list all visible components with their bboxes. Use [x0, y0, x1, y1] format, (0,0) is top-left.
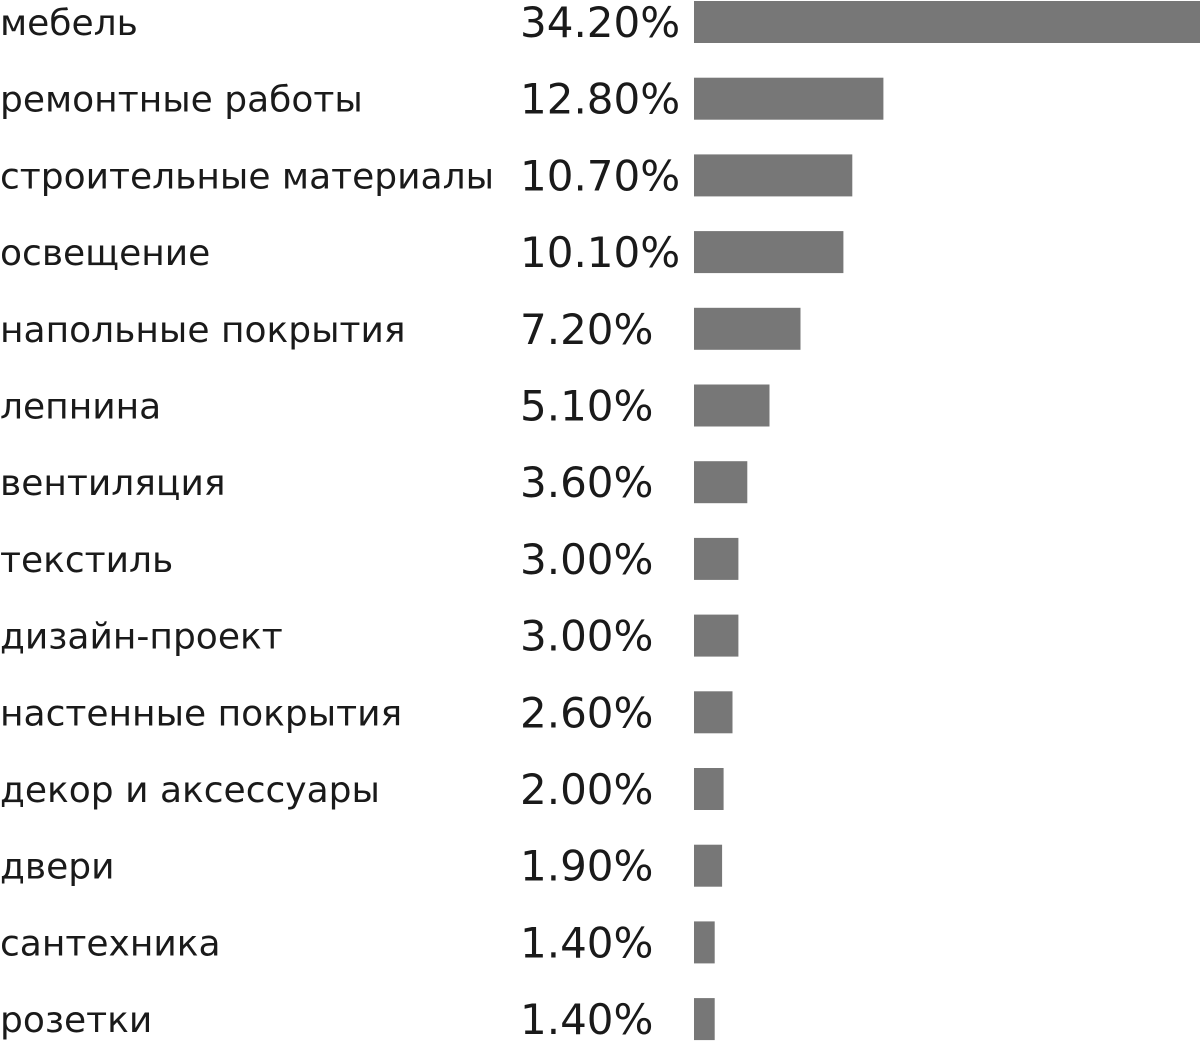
bar	[694, 307, 801, 350]
value-label: 10.10%	[520, 228, 680, 277]
category-label: дизайн-проект	[0, 617, 283, 658]
bar	[694, 844, 723, 887]
category-label: вентиляция	[0, 463, 226, 504]
bar	[694, 998, 715, 1041]
category-label: напольные покрытия	[0, 310, 406, 351]
value-label: 2.60%	[520, 688, 653, 737]
bar	[694, 614, 739, 657]
category-label: мебель	[0, 3, 138, 44]
bar	[694, 537, 739, 580]
category-label: текстиль	[0, 540, 173, 581]
bar	[694, 768, 724, 810]
value-label: 3.00%	[520, 612, 653, 661]
value-label: 12.80%	[520, 75, 680, 124]
value-label: 3.00%	[520, 535, 653, 584]
category-label: декор и аксессуары	[0, 770, 380, 811]
value-label: 10.70%	[520, 151, 680, 200]
bar	[694, 154, 853, 197]
bar	[694, 384, 770, 427]
bar	[694, 921, 715, 964]
category-label: освещение	[0, 233, 210, 274]
bar	[694, 691, 733, 734]
value-label: 7.20%	[520, 305, 653, 354]
value-label: 1.40%	[520, 995, 653, 1044]
value-label: 3.60%	[520, 458, 653, 507]
bar	[694, 461, 748, 504]
category-label: двери	[0, 847, 115, 888]
category-label: строительные материалы	[0, 156, 494, 197]
bar	[694, 231, 844, 274]
bar	[694, 1, 1200, 43]
value-label: 1.90%	[520, 842, 653, 891]
value-label: 2.00%	[520, 765, 653, 814]
category-label: ремонтные работы	[0, 80, 363, 121]
bar	[694, 77, 884, 120]
category-label: настенные покрытия	[0, 693, 402, 734]
value-label: 34.20%	[520, 0, 680, 47]
category-label: лепнина	[0, 387, 161, 428]
category-label: розетки	[0, 1000, 152, 1041]
value-label: 5.10%	[520, 382, 653, 431]
category-label: сантехника	[0, 923, 221, 964]
value-label: 1.40%	[520, 918, 653, 967]
